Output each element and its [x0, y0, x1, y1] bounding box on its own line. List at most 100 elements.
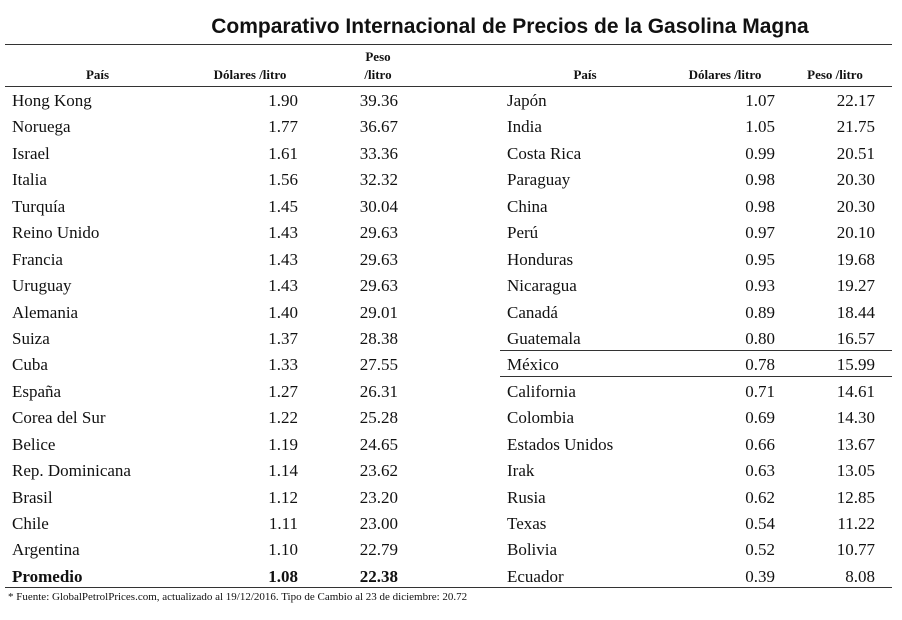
country: Turquía	[12, 196, 66, 216]
pesos-per-litre: 32.32	[359, 170, 398, 190]
pesos-per-litre: 21.75	[836, 117, 875, 137]
dollars-per-litre: 0.98	[745, 196, 775, 216]
pesos-per-litre: 29.63	[359, 276, 398, 296]
pesos-per-litre: 20.30	[836, 196, 875, 216]
column-header: Peso /litro	[807, 67, 863, 82]
rule	[5, 44, 892, 45]
footnote: * Fuente: GlobalPetrolPrices.com, actual…	[8, 591, 468, 603]
title: Comparativo Internacional de Precios de …	[211, 15, 809, 38]
dollars-per-litre: 0.99	[745, 143, 775, 163]
country: Perú	[507, 223, 539, 243]
country: Costa Rica	[507, 143, 582, 163]
country: Ecuador	[507, 566, 564, 586]
dollars-per-litre: 1.07	[745, 91, 775, 110]
country: México	[507, 355, 559, 375]
pesos-per-litre: 24.65	[359, 434, 398, 454]
country: Bolivia	[507, 540, 558, 560]
country: Texas	[507, 514, 547, 534]
country: Reino Unido	[12, 223, 100, 243]
country: California	[507, 381, 576, 401]
country: Guatemala	[507, 328, 581, 348]
dollars-per-litre: 1.61	[268, 143, 298, 163]
dollars-per-litre: 0.71	[745, 381, 775, 401]
pesos-per-litre: 28.38	[359, 328, 398, 348]
pesos-per-litre: 23.20	[359, 487, 398, 507]
dollars-per-litre: 1.90	[268, 91, 298, 110]
pesos-per-litre: 33.36	[359, 143, 398, 163]
country: Estados Unidos	[507, 434, 614, 454]
country: Rep. Dominicana	[12, 461, 131, 481]
dollars-per-litre: 1.05	[745, 117, 775, 137]
pesos-per-litre: 20.30	[836, 170, 875, 190]
country: Uruguay	[12, 276, 72, 296]
country: India	[507, 117, 542, 137]
pesos-per-litre: 19.68	[836, 249, 875, 269]
dollars-per-litre: 0.39	[745, 566, 775, 586]
pesos-per-litre: 30.04	[359, 196, 398, 216]
country: Cuba	[12, 355, 48, 375]
dollars-per-litre: 0.66	[745, 434, 775, 454]
country: China	[507, 196, 548, 216]
dollars-per-litre: 1.11	[268, 514, 298, 534]
pesos-per-litre: 29.63	[359, 249, 398, 269]
country: Colombia	[507, 408, 575, 428]
dollars-per-litre: 1.37	[268, 328, 298, 348]
country: Suiza	[12, 328, 50, 348]
pesos-per-litre: 19.27	[836, 276, 875, 296]
pesos-per-litre: 13.05	[836, 461, 875, 481]
dollars-per-litre: 1.43	[268, 276, 298, 296]
dollars-per-litre: 0.62	[745, 487, 775, 507]
country: Corea del Sur	[12, 408, 106, 428]
pesos-per-litre: 39.36	[359, 91, 398, 110]
dollars-per-litre: 1.33	[268, 355, 298, 375]
country: España	[12, 381, 62, 401]
dollars-per-litre: 0.93	[745, 276, 775, 296]
rule	[5, 587, 892, 588]
country: Noruega	[12, 117, 71, 137]
country: Promedio	[12, 566, 83, 586]
pesos-per-litre: 27.55	[359, 355, 398, 375]
pesos-per-litre: 20.10	[836, 223, 875, 243]
dollars-per-litre: 1.12	[268, 487, 298, 507]
column-header: País	[85, 67, 110, 82]
country: Alemania	[12, 302, 79, 322]
column-header: Dólares /litro	[688, 67, 762, 82]
pesos-per-litre: 12.85	[836, 487, 875, 507]
pesos-per-litre: 14.30	[836, 408, 875, 428]
rule	[5, 86, 892, 87]
dollars-per-litre: 1.10	[268, 540, 298, 560]
dollars-per-litre: 0.89	[745, 302, 775, 322]
pesos-per-litre: 22.79	[359, 540, 398, 560]
dollars-per-litre: 1.43	[268, 223, 298, 243]
dollars-per-litre: 1.27	[268, 381, 298, 401]
country: Japón	[507, 91, 547, 110]
pesos-per-litre: 20.51	[836, 143, 875, 163]
pesos-per-litre: 26.31	[359, 381, 398, 401]
pesos-per-litre: 25.28	[359, 408, 398, 428]
dollars-per-litre: 1.43	[268, 249, 298, 269]
country: Hong Kong	[12, 91, 92, 110]
country: Italia	[12, 170, 47, 190]
country: Rusia	[507, 487, 546, 507]
country: Israel	[12, 143, 50, 163]
country: Nicaragua	[507, 276, 577, 296]
dollars-per-litre: 1.45	[268, 196, 298, 216]
pesos-per-litre: 22.38	[359, 566, 398, 586]
pesos-per-litre: 18.44	[836, 302, 875, 322]
country: Canadá	[507, 302, 558, 322]
dollars-per-litre: 1.19	[268, 434, 298, 454]
dollars-per-litre: 0.98	[745, 170, 775, 190]
dollars-per-litre: 0.80	[745, 328, 775, 348]
pesos-per-litre: 16.57	[836, 328, 875, 348]
country: Honduras	[507, 249, 574, 269]
dollars-per-litre: 1.40	[268, 302, 298, 322]
rule	[500, 376, 892, 377]
pesos-per-litre: 8.08	[845, 566, 875, 586]
dollars-per-litre: 1.22	[268, 408, 298, 428]
column-header: Peso /litro	[364, 49, 392, 82]
pesos-per-litre: 15.99	[836, 355, 875, 375]
dollars-per-litre: 0.78	[745, 355, 775, 375]
dollars-per-litre: 0.63	[745, 461, 775, 481]
pesos-per-litre: 22.17	[836, 91, 875, 110]
column-header: País	[573, 67, 597, 82]
